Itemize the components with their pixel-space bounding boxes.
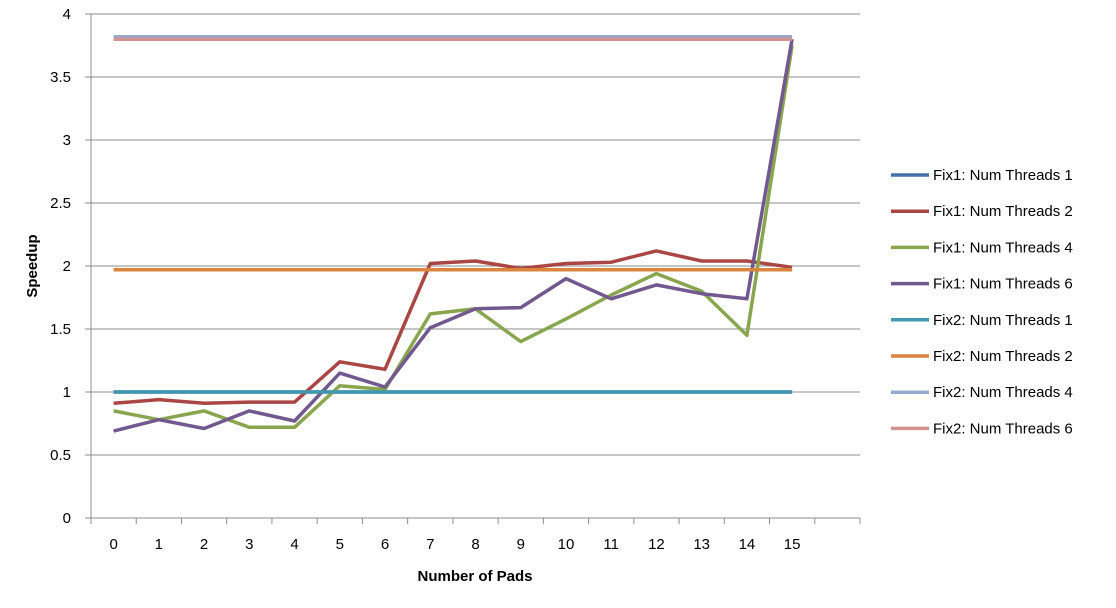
x-axis-ticks: 0 1 2 3 4 5 6 7 8 9 10 11 12 13 14 15: [90, 518, 861, 553]
x-tick-label: 0: [109, 536, 117, 553]
x-tick-label: 6: [381, 536, 389, 553]
x-tick-label: 7: [426, 536, 434, 553]
y-tick-label: 1: [63, 384, 71, 401]
x-tick-label: 9: [517, 536, 525, 553]
x-tick-label: 2: [200, 536, 208, 553]
y-axis-title: Speedup: [24, 234, 41, 297]
gridlines: [91, 13, 860, 456]
y-tick-label: 0.5: [50, 447, 71, 464]
x-tick-label: 8: [471, 536, 479, 553]
legend-label: Fix1: Num Threads 4: [933, 239, 1073, 256]
x-tick-label: 11: [603, 536, 619, 553]
series-line-4: [113, 38, 794, 433]
series-line-3: [113, 45, 794, 430]
x-tick-label: 1: [155, 536, 163, 553]
legend-label: Fix1: Num Threads 2: [933, 203, 1073, 220]
x-axis-title: Number of Pads: [417, 568, 532, 585]
legend-label: Fix2: Num Threads 4: [933, 384, 1073, 401]
y-tick-label: 3: [63, 132, 71, 149]
legend-label: Fix1: Num Threads 6: [933, 276, 1073, 293]
series-line-2: [113, 249, 793, 406]
y-tick-label: 0: [63, 510, 71, 527]
y-tick-label: 4: [63, 6, 71, 23]
y-tick-label: 2: [63, 258, 71, 275]
legend-label: Fix2: Num Threads 6: [933, 420, 1073, 437]
series-lines: [113, 34, 794, 433]
legend-label: Fix2: Num Threads 1: [933, 312, 1073, 329]
x-tick-label: 14: [739, 536, 756, 553]
y-tick-label: 2.5: [50, 195, 71, 212]
x-tick-label: 15: [784, 536, 801, 553]
x-tick-label: 5: [336, 536, 344, 553]
legend-label: Fix2: Num Threads 2: [933, 348, 1073, 365]
x-tick-label: 3: [245, 536, 253, 553]
x-tick-label: 12: [648, 536, 665, 553]
legend-label: Fix1: Num Threads 1: [933, 167, 1073, 184]
y-tick-label: 1.5: [50, 321, 71, 338]
y-tick-label: 3.5: [50, 69, 71, 86]
y-axis-ticks: 0 0.5 1 1.5 2 2.5 3 3.5 4: [50, 6, 91, 527]
x-tick-label: 13: [693, 536, 710, 553]
x-tick-label: 10: [558, 536, 575, 553]
legend: Fix1: Num Threads 1 Fix1: Num Threads 2 Fi…: [891, 167, 1073, 437]
x-tick-label: 4: [290, 536, 298, 553]
